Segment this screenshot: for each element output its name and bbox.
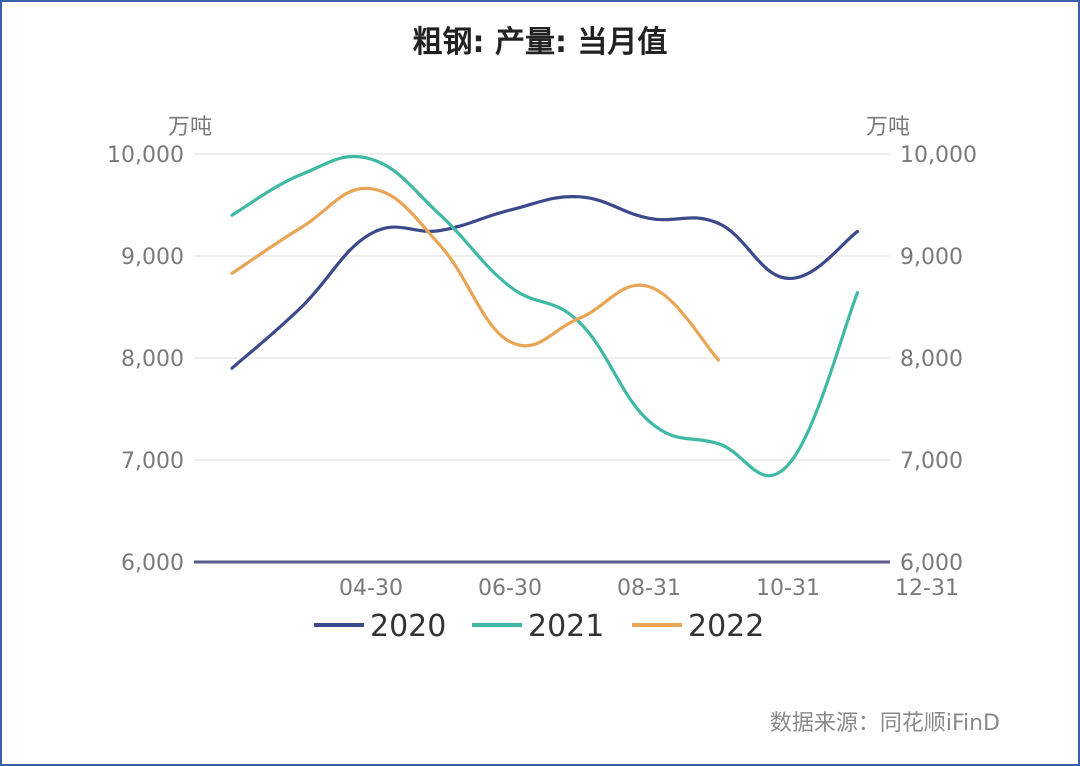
series-line-2020 <box>230 195 860 370</box>
y-tick-label-right: 9,000 <box>900 245 963 270</box>
right-y-axis: 10,000 9,000 8,000 7,000 6,000 <box>900 143 977 576</box>
y-tick-label-left: 9,000 <box>121 245 184 270</box>
legend: 2020 2021 2022 <box>314 609 764 644</box>
x-tick-label: 08-31 <box>617 576 681 601</box>
left-axis-unit: 万吨 <box>168 115 212 140</box>
left-y-axis: 10,000 9,000 8,000 7,000 6,000 <box>107 143 184 576</box>
series-line-2022 <box>230 186 721 362</box>
x-tick-label: 04-30 <box>339 576 403 601</box>
y-tick-label-left: 10,000 <box>107 143 184 168</box>
y-tick-label-left: 7,000 <box>121 449 184 474</box>
y-tick-label-left: 6,000 <box>121 551 184 576</box>
legend-label-2020: 2020 <box>370 609 446 644</box>
source-label: 数据来源：同花顺iFinD <box>770 711 1000 736</box>
y-tick-label-right: 10,000 <box>900 143 977 168</box>
right-axis-unit: 万吨 <box>866 115 910 140</box>
x-axis: 04-30 06-30 08-31 10-31 12-31 <box>339 576 959 601</box>
y-tick-label-right: 6,000 <box>900 551 963 576</box>
y-tick-label-left: 8,000 <box>121 347 184 372</box>
legend-label-2021: 2021 <box>528 609 604 644</box>
series-line-2021 <box>230 154 860 478</box>
x-tick-label: 06-30 <box>478 576 542 601</box>
chart-title: 粗钢: 产量: 当月值 <box>413 25 668 60</box>
y-tick-label-right: 7,000 <box>900 449 963 474</box>
gridlines <box>194 153 890 564</box>
y-tick-label-right: 8,000 <box>900 347 963 372</box>
x-tick-label: 10-31 <box>756 576 820 601</box>
legend-label-2022: 2022 <box>688 609 764 644</box>
series-lines <box>230 154 860 478</box>
x-tick-label: 12-31 <box>895 576 959 601</box>
